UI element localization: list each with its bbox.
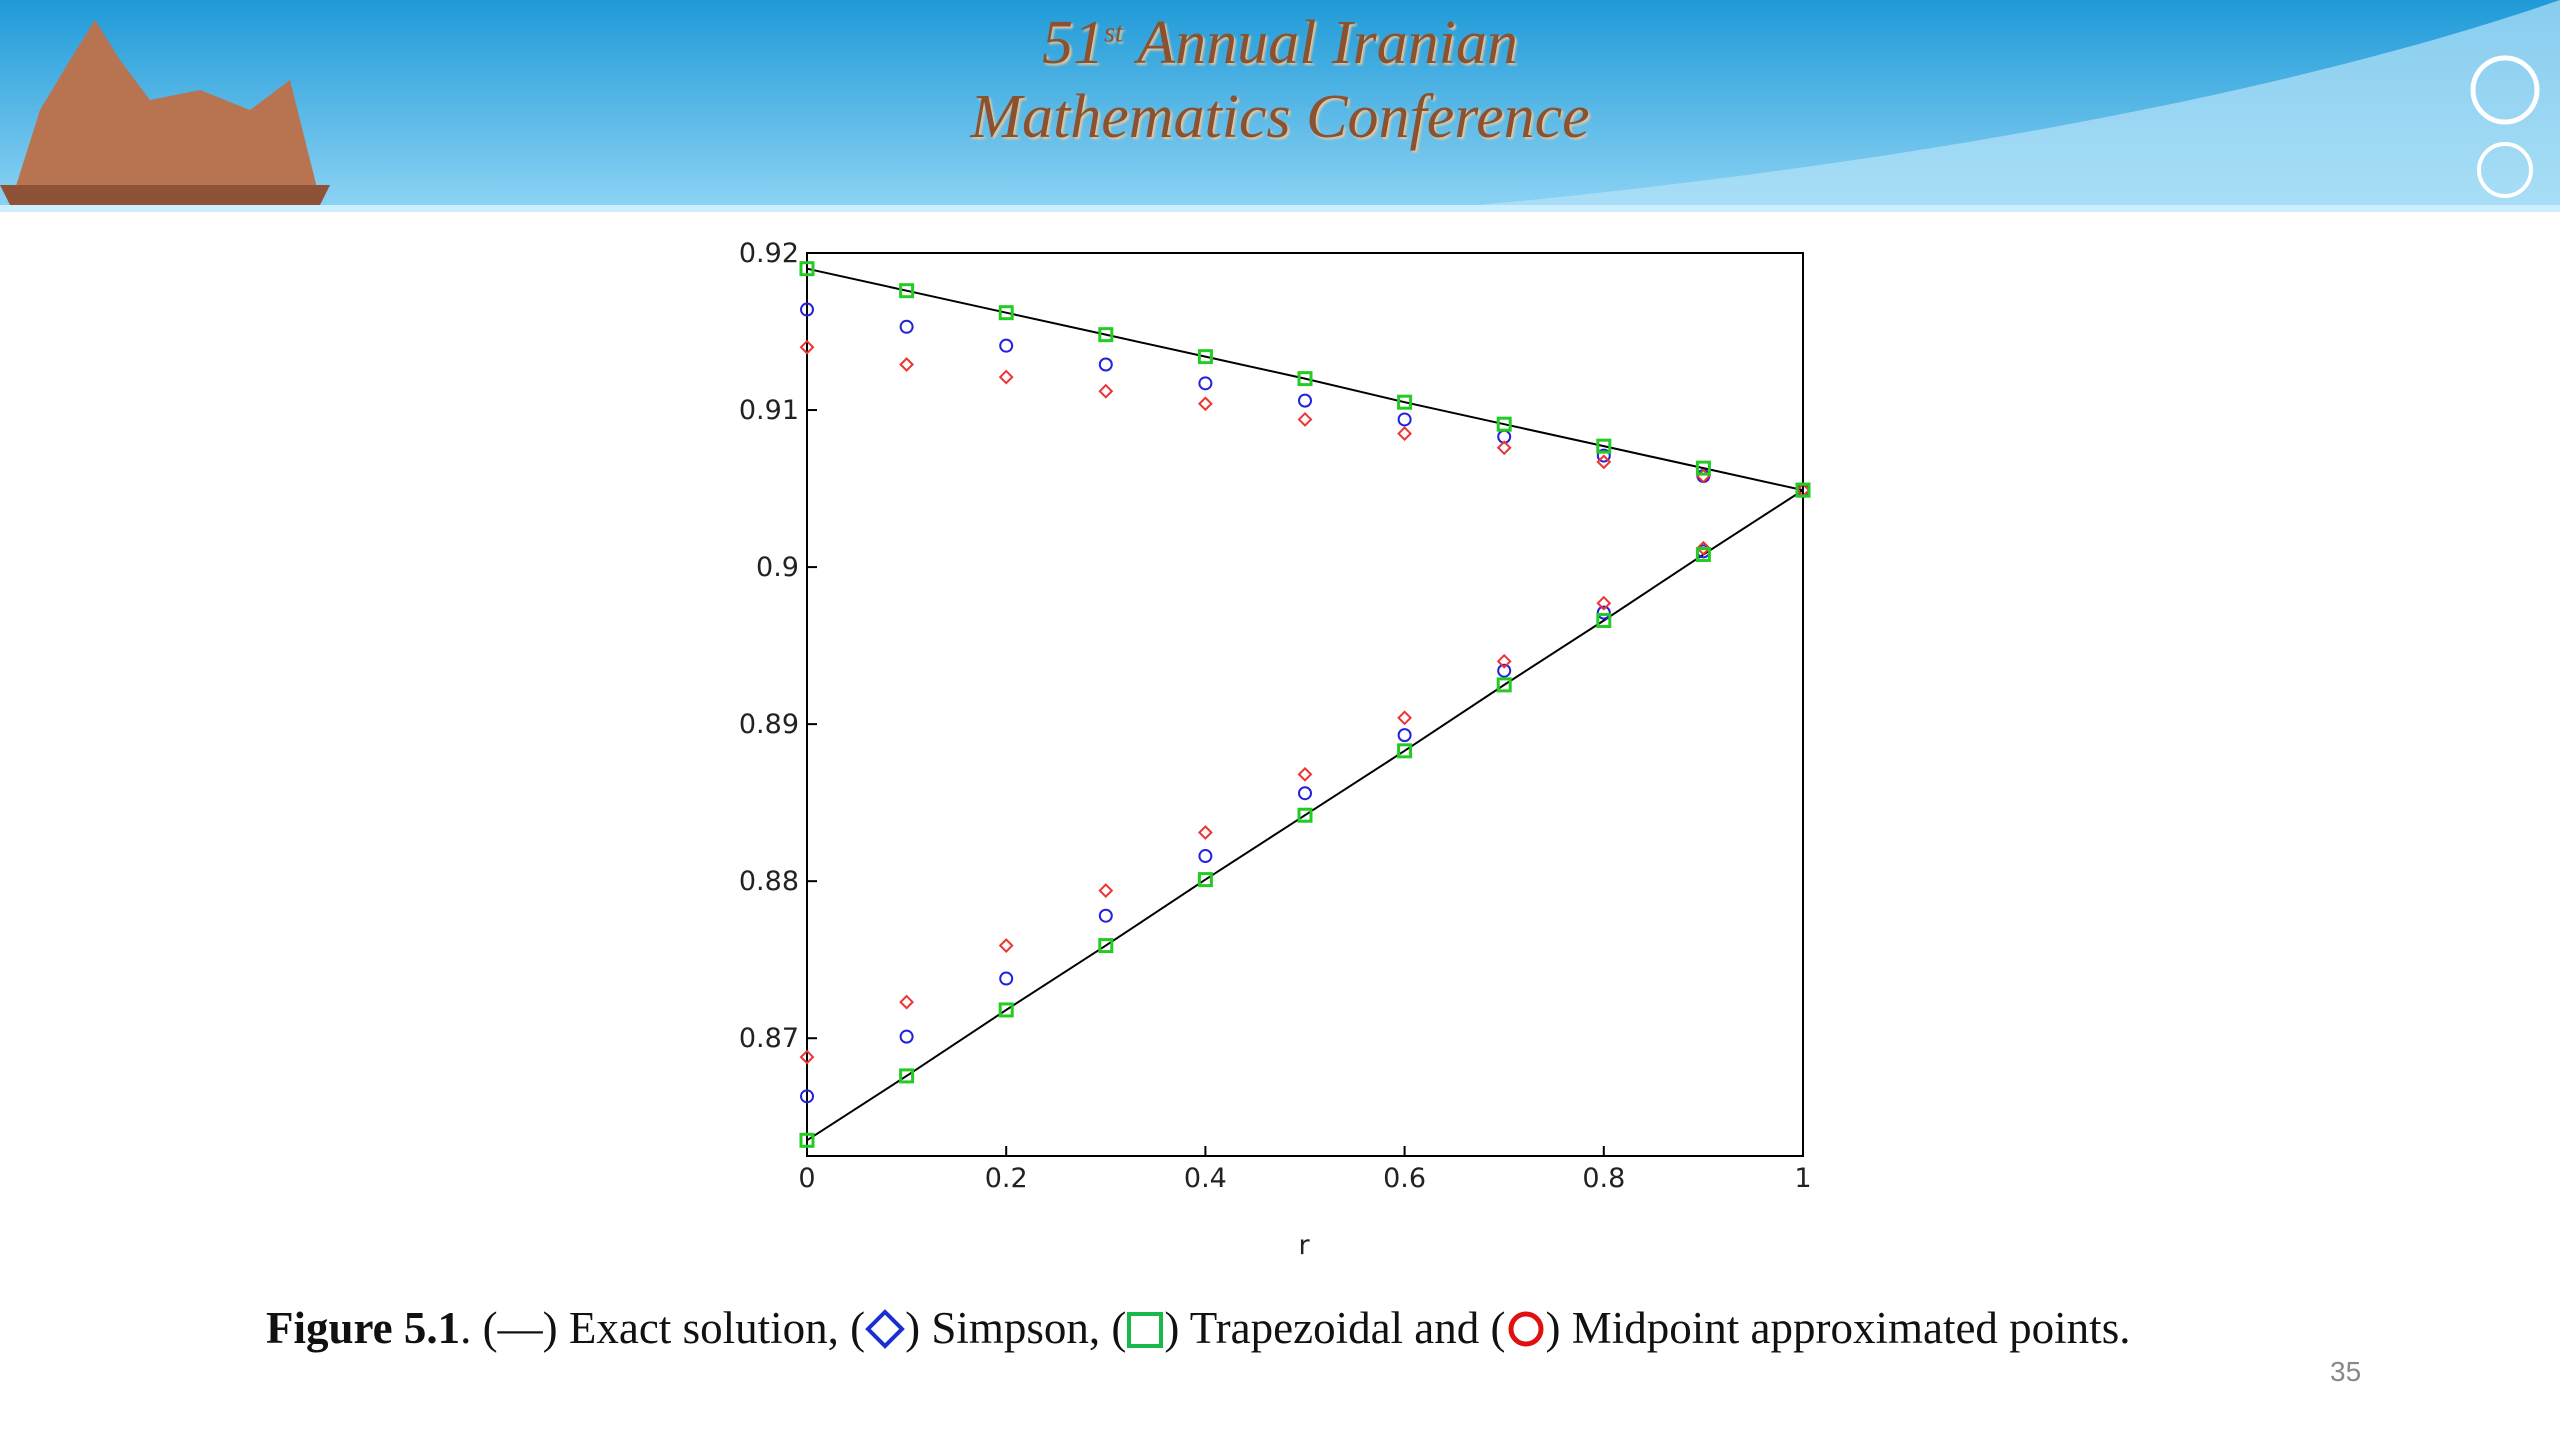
square-marker [1098,327,1114,343]
square-marker [1496,416,1512,432]
square-marker [1297,807,1313,823]
superscript: st [1104,17,1123,49]
circle-marker [1696,469,1711,484]
diamond-marker [998,938,1014,953]
diamond-marker [1098,883,1114,899]
header-banner [0,0,2560,212]
diamond-marker [1596,595,1612,611]
diamond-marker [1197,396,1213,412]
conference-name: Annual Iranian [1137,9,1518,77]
x-tick-label: 0.4 [1184,1163,1227,1194]
chart: r 0.87 0.88 0.89 0.9 0.91 0.92 0 0.2 0.4 0.6 0.8 1 [739,238,1812,1261]
square-marker [998,305,1014,321]
square-marker [1695,547,1711,563]
circle-marker [800,302,814,317]
x-tick-label: 0.6 [1383,1163,1426,1194]
square-marker [1397,394,1413,410]
square-marker [1297,371,1313,387]
y-tick-label: 0.91 [739,395,799,426]
y-tick-label: 0.89 [739,709,799,740]
diamond-marker [1496,440,1512,456]
y-tick-label: 0.88 [739,866,799,897]
circle-icon [1508,1311,1544,1347]
square-marker [899,283,915,299]
y-tick-label: 0.87 [739,1023,799,1054]
square-marker [799,1132,815,1148]
diamond-marker [1197,825,1213,840]
circle-marker [1397,728,1412,743]
circle-marker [1198,376,1213,391]
header-line-2: Mathematics Conference [0,82,2560,153]
square-marker [1496,677,1512,693]
diamond-marker [1297,412,1313,427]
circle-marker [1497,663,1512,678]
x-tick-label: 0.8 [1582,1163,1625,1194]
diamond-marker [1397,710,1413,726]
y-tick-label: 0.92 [739,238,799,269]
diamond-icon [865,1309,905,1349]
square-marker [1397,743,1413,759]
square-marker [1596,438,1612,454]
square-marker [1695,460,1711,476]
conference-number: 51 [1042,9,1105,77]
caption-text: ) Trapezoidal and ( [1164,1303,1506,1353]
diamond-marker [1596,454,1612,470]
circle-marker [1098,357,1113,372]
caption: Figure 5.1. (—) Exact solution, ( ) Simps… [266,1302,2266,1354]
square-marker [998,1002,1014,1018]
conference-subject: Mathematics Conference [970,83,1590,151]
x-tick-label: 1 [1794,1163,1811,1194]
circle-marker [1298,393,1312,408]
caption-text: ) Simpson, ( [905,1303,1127,1353]
circle-marker [1596,605,1611,620]
diamond-marker [899,994,915,1010]
diamond-marker [1695,540,1711,556]
diamond-marker [799,1049,815,1065]
circle-marker [1596,448,1611,463]
x-tick-label: 0 [798,1163,815,1194]
circle-marker [1098,908,1113,923]
diamond-marker [899,357,915,372]
page-number: 35 [2330,1356,2362,1387]
circle-marker [999,338,1014,353]
diamond-marker [1397,426,1413,442]
figure-label: Figure 5.1 [266,1303,461,1353]
circle-marker [1198,849,1213,864]
square-marker [1098,938,1114,954]
square-marker [1197,349,1213,365]
square-marker [1795,482,1811,498]
square-marker [1197,872,1213,888]
x-axis-label: r [1298,1230,1310,1261]
square-marker [899,1068,915,1084]
diamond-marker [1098,383,1114,399]
square-icon [1127,1312,1164,1348]
caption-text: ) Midpoint approximated points. [1545,1303,2131,1353]
circle-marker [999,971,1014,986]
diamond-marker [1297,766,1313,782]
circle-marker [1397,412,1412,427]
exact-line [806,267,1804,492]
diamond-marker [998,369,1014,385]
circle-marker [899,1029,914,1044]
x-tick-label: 0.2 [985,1163,1028,1194]
circle-marker [800,1089,814,1104]
circle-marker [899,319,914,334]
y-tick-label: 0.9 [756,552,799,583]
exact-line [806,489,1804,1142]
diamond-marker [799,339,815,355]
caption-text: . (—) Exact solution, ( [460,1303,866,1353]
square-marker [799,261,815,277]
diamond-marker [1496,653,1512,669]
header-line-1: 51st Annual Iranian [0,8,2560,79]
circle-marker [1298,786,1312,801]
square-marker [1596,612,1612,628]
plot-frame [806,252,1804,1157]
